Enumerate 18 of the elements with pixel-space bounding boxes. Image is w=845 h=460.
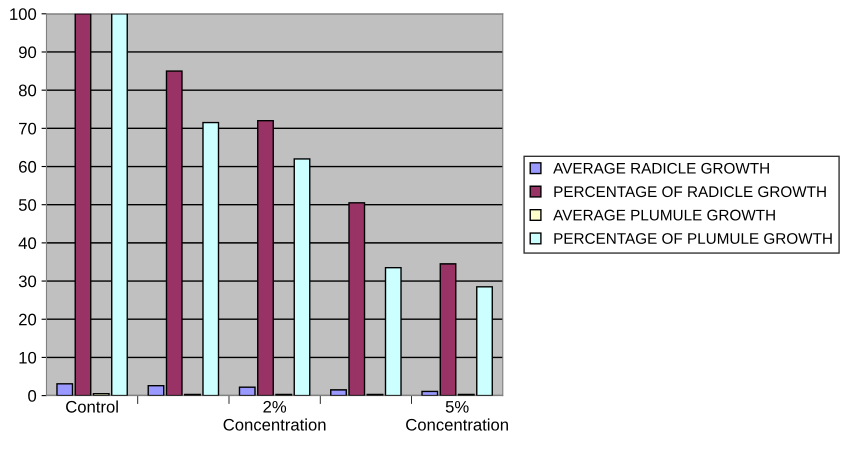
y-tick-label: 100 <box>10 8 36 20</box>
x-tick-label: 2% Concentration <box>224 400 326 431</box>
y-tick-label: 70 <box>19 122 36 135</box>
y-tick-label: 80 <box>18 84 36 96</box>
x-tick-label: Control <box>66 400 118 413</box>
x-tick-label: 5% Concentration <box>406 400 508 431</box>
legend-label: AVERAGE RADICLE GROWTH <box>553 162 769 174</box>
y-tick-label: 20 <box>19 314 36 326</box>
legend-label: PERCENTAGE OF RADICLE GROWTH <box>554 186 826 198</box>
y-tick-label: 10 <box>19 352 36 364</box>
y-tick-label: 40 <box>18 237 36 250</box>
y-tick-label: 60 <box>19 160 36 173</box>
y-tick-label: 0 <box>28 390 36 402</box>
y-tick-label: 50 <box>18 199 36 211</box>
y-tick-label: 90 <box>19 46 36 58</box>
y-tick-label: 30 <box>18 275 36 288</box>
legend-label: AVERAGE PLUMULE GROWTH <box>553 210 775 221</box>
legend-label: PERCENTAGE OF PLUMULE GROWTH <box>554 233 832 244</box>
